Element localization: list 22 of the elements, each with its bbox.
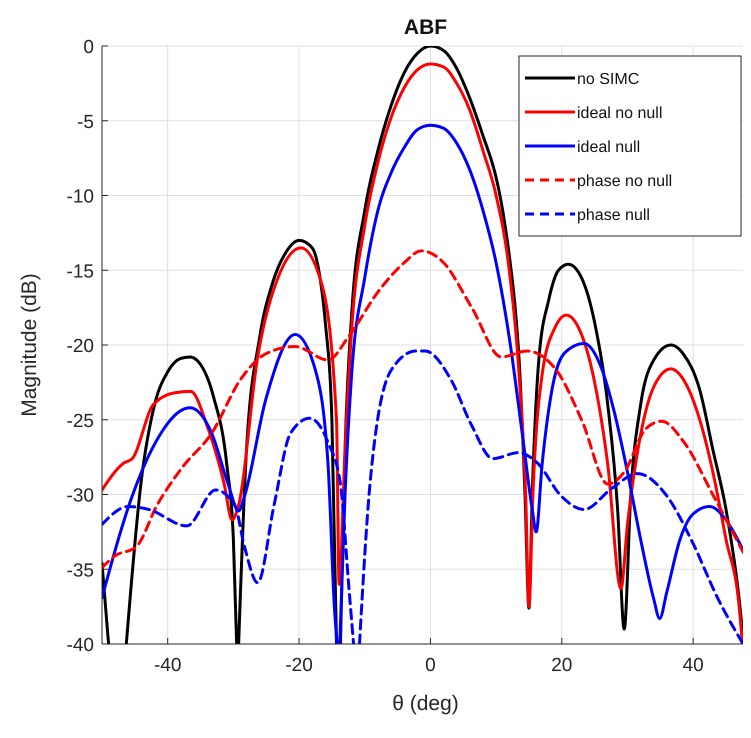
y-tick-label: -5 <box>77 112 94 133</box>
y-tick-label: -30 <box>66 486 94 506</box>
x-axis-title: θ (deg) <box>392 692 459 715</box>
legend-label: no SIMC <box>577 71 640 88</box>
y-tick-label: 0 <box>83 37 94 58</box>
legend-label: ideal null <box>577 139 640 156</box>
x-tick-label: 40 <box>682 655 704 676</box>
y-tick-label: -10 <box>66 186 94 208</box>
y-axis-title: Magnitude (dB) <box>18 273 41 417</box>
y-tick-label: -25 <box>66 410 94 432</box>
legend-label: ideal no null <box>577 105 662 122</box>
legend-label: phase no null <box>577 173 672 190</box>
x-tick-label: -20 <box>285 655 313 676</box>
x-tick-label: 0 <box>425 655 436 676</box>
x-tick-label: -40 <box>154 655 182 676</box>
x-tick-label: 20 <box>551 655 572 676</box>
y-tick-label: -20 <box>66 336 94 357</box>
y-tick-label: -35 <box>66 560 94 582</box>
y-tick-label: -40 <box>66 635 94 656</box>
chart-title: ABF <box>404 16 448 39</box>
y-tick-label: -15 <box>66 261 94 282</box>
legend-label: phase null <box>577 207 650 224</box>
